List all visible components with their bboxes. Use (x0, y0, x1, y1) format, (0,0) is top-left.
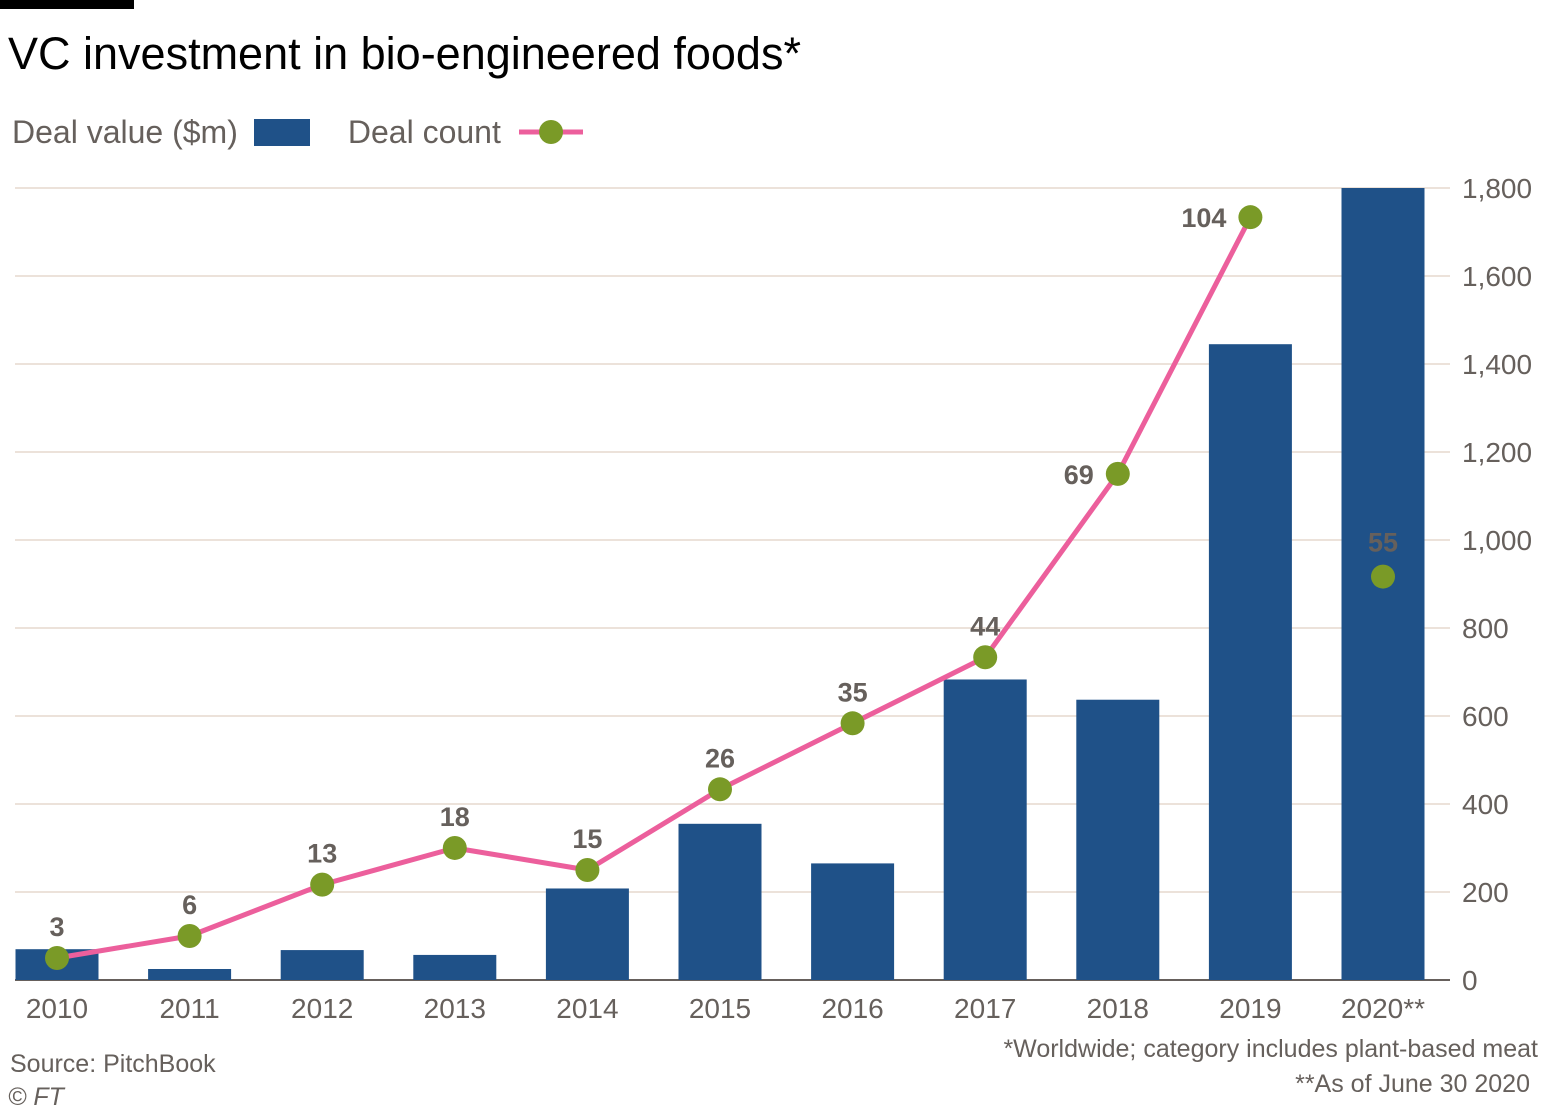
deal-count-point (1371, 564, 1395, 589)
deal-count-label: 13 (307, 839, 337, 869)
y-tick-label: 600 (1462, 701, 1509, 732)
y-tick-label: 200 (1462, 877, 1509, 908)
bar-deal-value (413, 954, 497, 980)
legend-swatch-deal-count (518, 120, 583, 144)
bar-deal-value (280, 950, 364, 980)
chart-legend: Deal value ($m) Deal count (12, 110, 587, 154)
legend-swatch-deal-value (253, 118, 310, 146)
y-tick-label: 1,600 (1462, 261, 1532, 292)
y-tick-label: 800 (1462, 613, 1509, 644)
deal-count-point (840, 711, 865, 736)
deal-count-label: 3 (49, 912, 64, 942)
deal-count-label: 6 (182, 890, 197, 920)
y-tick-label: 400 (1462, 789, 1509, 820)
deal-count-label: 69 (1064, 460, 1094, 490)
legend-label-deal-value: Deal value ($m) (12, 113, 238, 150)
bar-deal-value (148, 969, 232, 980)
y-tick-label: 1,200 (1462, 437, 1532, 468)
x-tick-label: 2015 (689, 993, 751, 1024)
deal-count-line (56, 216, 1253, 961)
source-note: Source: PitchBook (10, 1050, 216, 1078)
deal-count-point (575, 857, 600, 882)
x-tick-label: 2020** (1341, 993, 1425, 1024)
bar-deal-value (1208, 344, 1292, 980)
x-tick-label: 2014 (556, 993, 618, 1024)
bar-deal-value (811, 863, 895, 980)
bar-deal-value (943, 679, 1027, 980)
deal-count-label: 35 (838, 677, 868, 707)
deal-count-label: 15 (572, 824, 602, 854)
deal-count-point (1105, 461, 1130, 486)
bar-deal-value (1076, 699, 1160, 980)
deal-count-label: 18 (440, 802, 470, 832)
chart-title: VC investment in bio-engineered foods* (8, 28, 801, 79)
y-tick-label: 1,400 (1462, 349, 1532, 380)
x-tick-label: 2011 (159, 993, 219, 1024)
deal-count-label: 26 (705, 743, 735, 773)
bar-deal-value (678, 823, 762, 980)
deal-count-point (708, 777, 732, 802)
y-tick-label: 0 (1462, 965, 1478, 996)
x-tick-label: 2016 (821, 993, 883, 1024)
deal-count-label: 55 (1368, 528, 1398, 558)
deal-count-point (177, 923, 202, 948)
footnote-date: **As of June 30 2020 (1295, 1070, 1530, 1098)
deal-count-label: 104 (1181, 203, 1226, 233)
x-tick-label: 2017 (954, 993, 1016, 1024)
x-tick-label: 2019 (1219, 993, 1281, 1024)
x-tick-label: 2018 (1087, 993, 1149, 1024)
copyright-note: © FT (8, 1083, 64, 1111)
bar-deal-value (545, 888, 629, 980)
header-accent-bar (0, 0, 134, 9)
y-tick-label: 1,800 (1462, 173, 1532, 204)
deal-count-point (973, 645, 998, 670)
y-tick-label: 1,000 (1462, 525, 1532, 556)
deal-count-point (1238, 205, 1263, 230)
x-tick-label: 2012 (291, 993, 353, 1024)
deal-count-label: 44 (970, 611, 1000, 641)
x-tick-label: 2013 (424, 993, 486, 1024)
x-tick-label: 2010 (26, 993, 88, 1024)
deal-count-point (442, 835, 467, 860)
footnote-worldwide: *Worldwide; category includes plant-base… (1003, 1035, 1538, 1063)
deal-count-point (45, 945, 69, 970)
deal-count-point (310, 872, 335, 897)
legend-label-deal-count: Deal count (347, 113, 501, 150)
